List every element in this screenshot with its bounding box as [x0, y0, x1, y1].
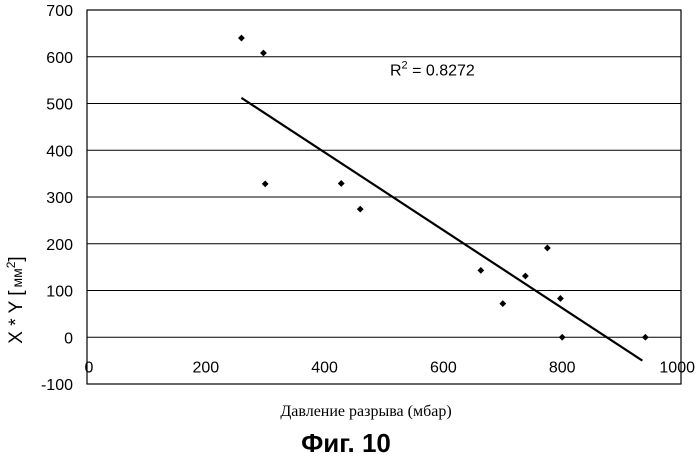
data-point: [499, 300, 506, 307]
x-tick-label: 600: [430, 359, 457, 376]
r-squared-value: = 0.8272: [408, 62, 475, 79]
x-tick-labels: 0 200 400 600 800 1000: [85, 359, 696, 376]
y-axis-label-main: X * Y [: [6, 290, 27, 344]
data-point: [559, 334, 566, 341]
trendline-layer: [241, 98, 642, 361]
y-axis-label-close: ]: [6, 256, 27, 261]
y-tick-label: 700: [46, 3, 73, 20]
y-axis-label-unit: мм: [9, 268, 25, 287]
y-tick-labels: -100 0 100 200 300 400 500 600 700: [41, 3, 73, 394]
x-tick-label: 800: [549, 359, 576, 376]
data-point: [477, 267, 484, 274]
data-point: [544, 245, 551, 252]
data-point: [557, 295, 564, 302]
y-tick-label: 500: [46, 97, 73, 114]
x-tick-label: 200: [192, 359, 219, 376]
data-point: [238, 35, 245, 42]
r-squared-annotation: R2 = 0.8272: [390, 59, 475, 79]
x-tick-label: 400: [311, 359, 338, 376]
r-squared-label: R: [390, 62, 402, 79]
annotation-layer: R2 = 0.8272: [390, 59, 475, 79]
x-tick-label: 1000: [659, 359, 695, 376]
x-axis-label: Давление разрыва (мбар): [280, 403, 451, 420]
data-point: [522, 273, 529, 280]
trendline: [241, 98, 642, 361]
data-point: [357, 206, 364, 213]
y-tick-label: -100: [41, 377, 73, 394]
y-axis-label: X * Y [мм2]: [4, 256, 27, 343]
figure-caption: Фиг. 10: [301, 428, 391, 458]
y-tick-label: 400: [46, 143, 73, 160]
y-tick-label: 600: [46, 50, 73, 67]
y-tick-label: 300: [46, 190, 73, 207]
data-point: [338, 180, 345, 187]
data-point: [262, 181, 269, 188]
y-tick-label: 0: [64, 330, 73, 347]
data-points: [238, 35, 649, 341]
x-tick-label: 0: [85, 359, 94, 376]
data-point: [260, 50, 267, 57]
data-point: [642, 334, 649, 341]
y-tick-label: 100: [46, 284, 73, 301]
y-tick-label: 200: [46, 237, 73, 254]
